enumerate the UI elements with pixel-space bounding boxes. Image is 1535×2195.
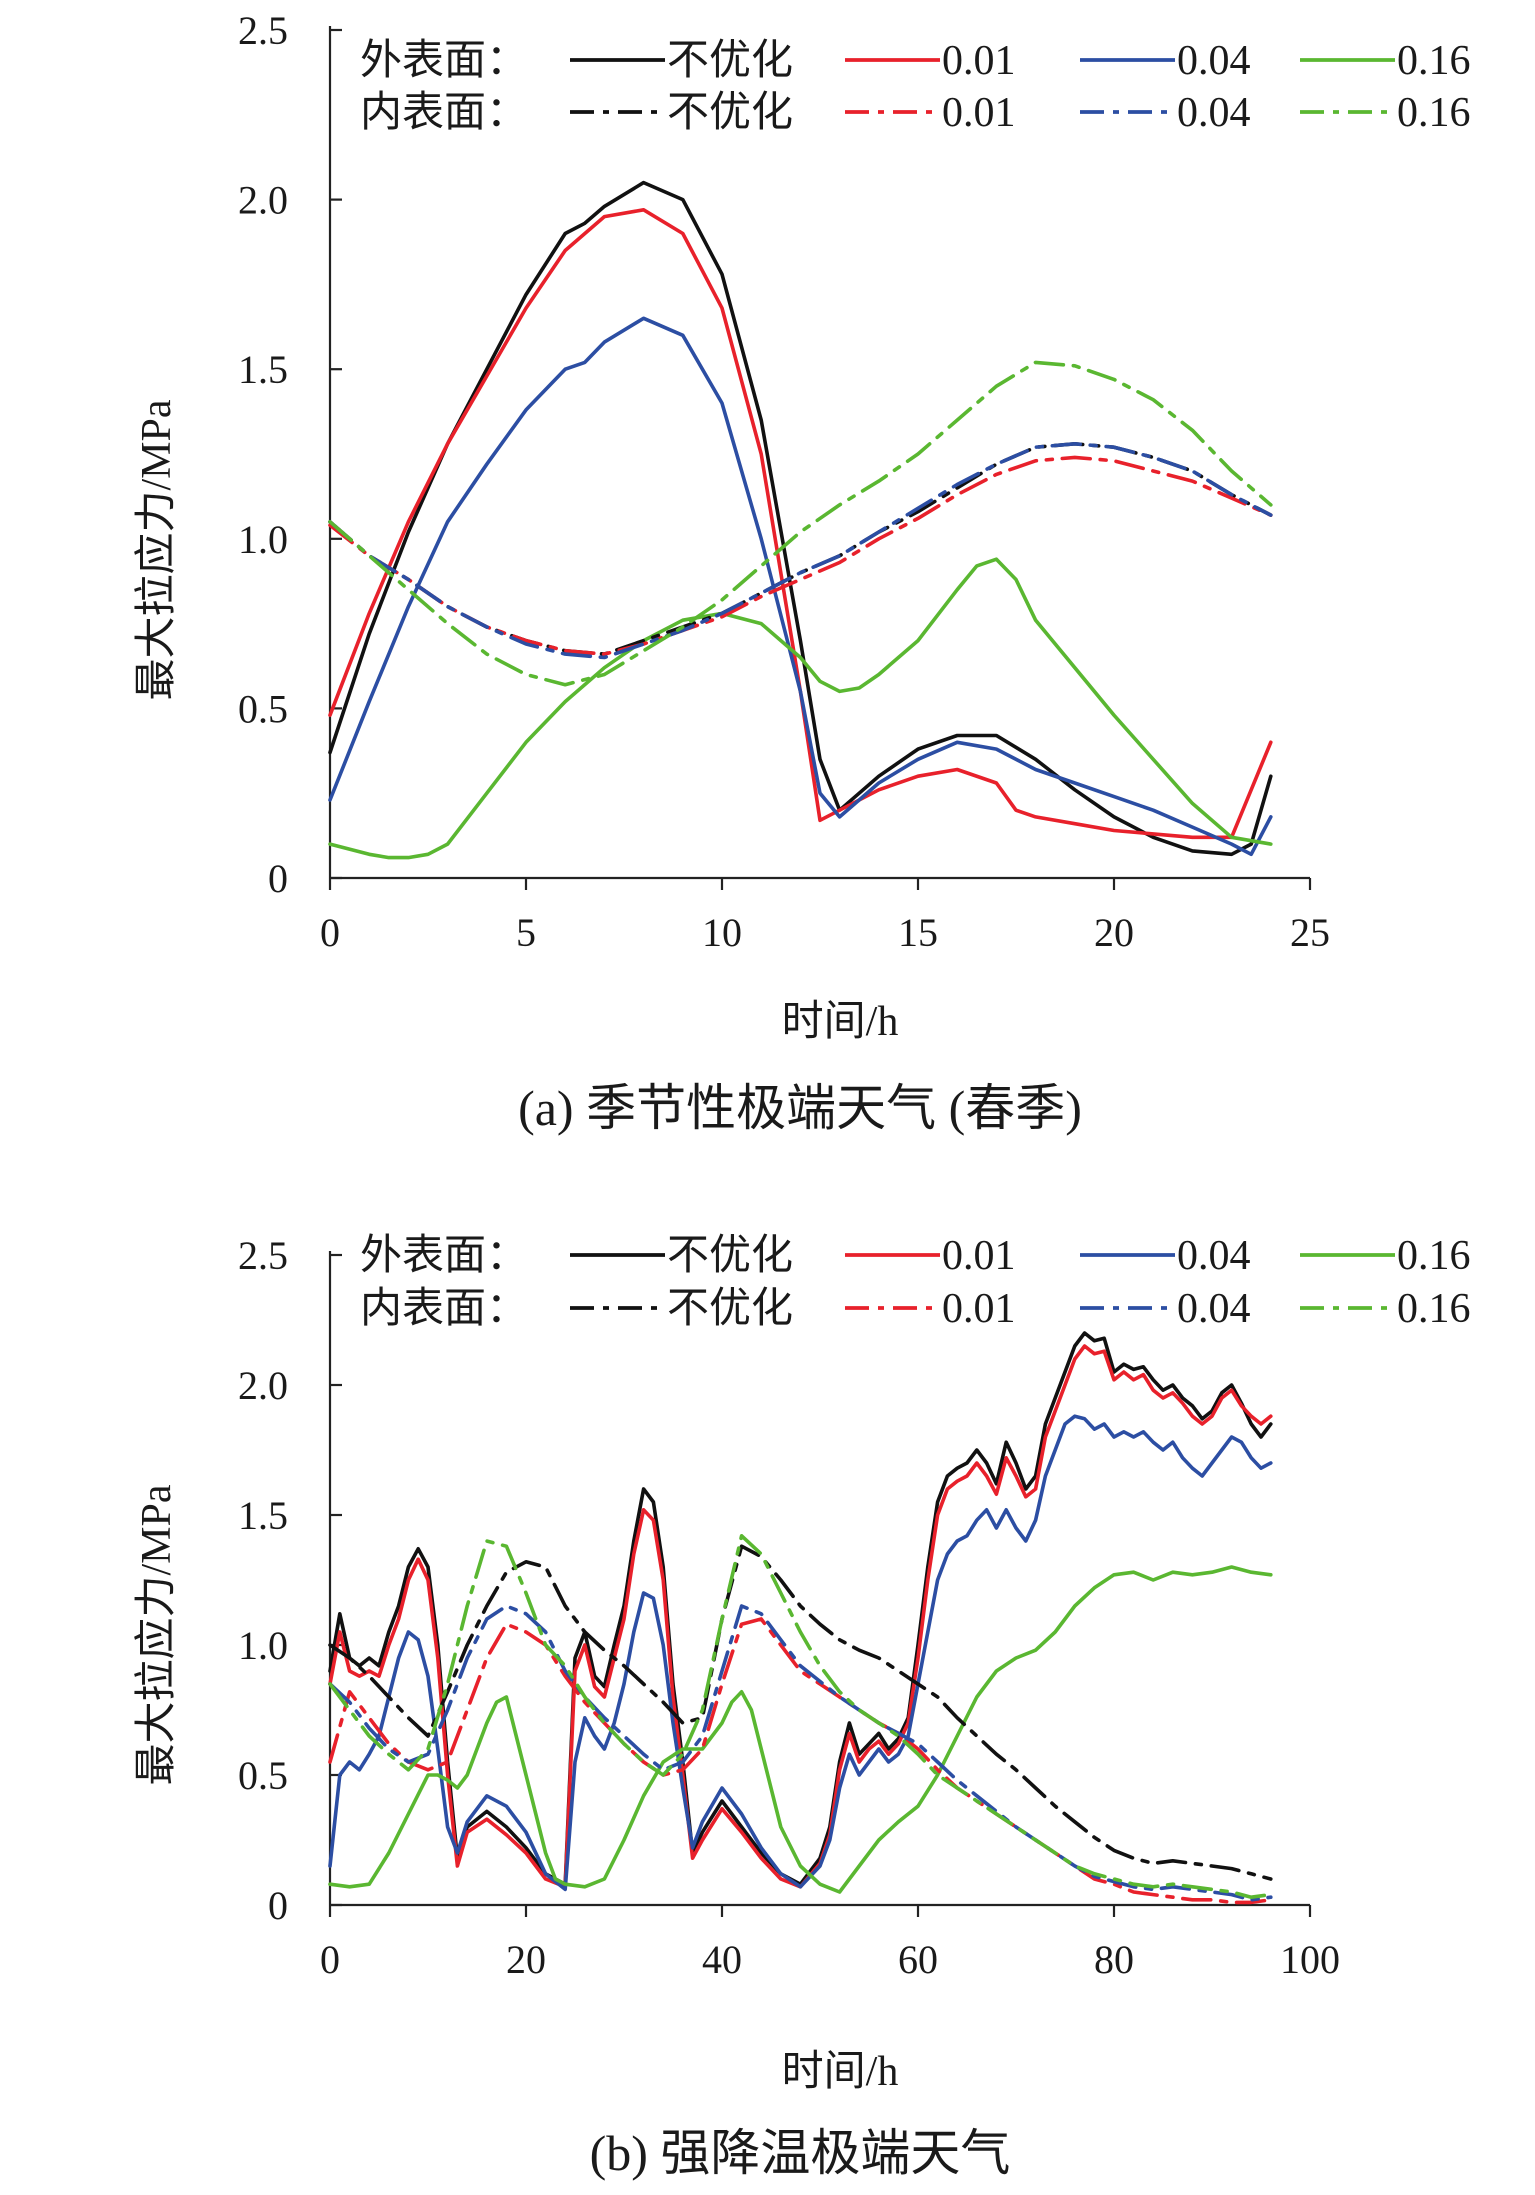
panel-a-legend-item: 0.01 (942, 38, 1016, 84)
panel-b-legend-item: 0.04 (1177, 1286, 1251, 1332)
panel-a-legend-item: 0.04 (1177, 90, 1251, 136)
panel-a-y-tick-label: 2.0 (238, 178, 288, 223)
panel-a-y-tick-label: 0 (268, 856, 288, 901)
panel-a-legend-row-label: 外表面： (360, 38, 528, 84)
panel-b-legend-row-label: 外表面： (360, 1233, 528, 1279)
panel-a-legend-item: 0.04 (1177, 38, 1251, 84)
panel-b-x-tick-label: 80 (1094, 1937, 1134, 1982)
panel-b-legend-row-label: 内表面： (360, 1286, 528, 1332)
panel-a-series-inner-7 (328, 360, 1273, 687)
panel-a-caption: (a) 季节性极端天气 (春季) (518, 1080, 1082, 1136)
panel-b-y-tick-label: 1.0 (238, 1623, 288, 1668)
panel-b-y-tick-label: 2.5 (238, 1233, 288, 1278)
panel-b-series-inner-7 (328, 1534, 1273, 1899)
panel-b-y-tick-label: 2.0 (238, 1363, 288, 1408)
panel-a-y-tick-label: 1.5 (238, 347, 288, 392)
panel-b-y-tick-label: 0.5 (238, 1753, 288, 1798)
panel-a-y-axis-title: 最大拉应力/MPa (133, 399, 180, 700)
panel-a-y-tick-label: 0.5 (238, 686, 288, 731)
panel-a-series-inner-6 (328, 442, 1273, 660)
panel-a-series-outer-0 (328, 180, 1273, 857)
panel-a-x-tick-label: 0 (320, 910, 340, 955)
panel-a-x-axis-title: 时间/h (782, 999, 899, 1045)
panel-a-legend-item: 0.16 (1397, 90, 1471, 136)
panel-b-legend-item: 0.16 (1397, 1233, 1471, 1279)
panel-b-y-tick-label: 0 (268, 1883, 288, 1928)
panel-b-x-tick-label: 100 (1280, 1937, 1340, 1982)
panel-a-x-tick-label: 15 (898, 910, 938, 955)
panel-a-x-tick-label: 10 (702, 910, 742, 955)
panel-a-x-tick-label: 5 (516, 910, 536, 955)
panel-b-series-inner-4 (328, 1544, 1273, 1881)
panel-a-series-outer-1 (328, 208, 1273, 840)
panel-b-x-axis-title: 时间/h (782, 2049, 899, 2095)
panel-b-legend-item: 不优化 (667, 1286, 793, 1332)
panel-b-y-tick-label: 1.5 (238, 1493, 288, 1538)
panel-b-x-tick-label: 60 (898, 1937, 938, 1982)
panel-a-legend-item: 不优化 (667, 90, 793, 136)
panel-b-legend-item: 不优化 (667, 1233, 793, 1279)
panel-b-x-tick-label: 20 (506, 1937, 546, 1982)
panel-b-caption: (b) 强降温极端天气 (590, 2125, 1011, 2181)
panel-b-legend-item: 0.04 (1177, 1233, 1251, 1279)
panel-b-legend-item: 0.01 (942, 1286, 1016, 1332)
panel-b-series-outer-0 (328, 1331, 1273, 1886)
panel-a-series-outer-2 (328, 316, 1273, 857)
panel-b-y-axis-title: 最大拉应力/MPa (133, 1484, 180, 1785)
panel-a: 最大拉应力/MPa 时间/h (a) 季节性极端天气 (春季) 0 0.5 1.0 1… (133, 8, 1471, 1136)
panel-a-y-tick-label: 2.5 (238, 8, 288, 53)
panel-b-x-tick-label: 0 (320, 1937, 340, 1982)
panel-a-legend-item: 0.16 (1397, 38, 1471, 84)
panel-b-legend-item: 0.16 (1397, 1286, 1471, 1332)
panel-b-series-outer-1 (328, 1344, 1273, 1889)
panel-a-legend-item: 0.01 (942, 90, 1016, 136)
panel-a-legend-item: 不优化 (667, 38, 793, 84)
panel-a-y-tick-label: 1.0 (238, 517, 288, 562)
panel-b-series-inner-5 (328, 1617, 1273, 1905)
panel-b-series-outer-3 (328, 1565, 1273, 1894)
panel-b-series-inner-6 (328, 1604, 1273, 1902)
panel-a-series-outer-3 (328, 557, 1273, 860)
panel-b-series-outer-2 (328, 1414, 1273, 1892)
panel-a-x-tick-label: 25 (1290, 910, 1330, 955)
panel-a-series-inner-4 (328, 442, 1273, 656)
panel-a-x-tick-label: 20 (1094, 910, 1134, 955)
panel-b-x-tick-label: 40 (702, 1937, 742, 1982)
panel-b-legend-item: 0.01 (942, 1233, 1016, 1279)
panel-b: 最大拉应力/MPa 时间/h (b) 强降温极端天气 0 0.5 1.0 1.5 2.0… (133, 1233, 1471, 2181)
panel-a-legend-row-label: 内表面： (360, 90, 528, 136)
